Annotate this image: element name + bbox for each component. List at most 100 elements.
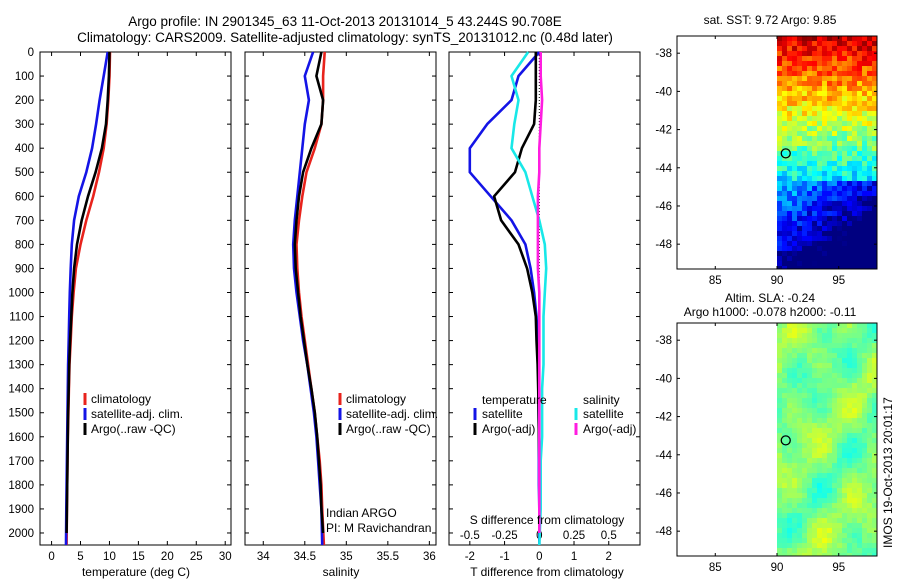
longitude-tick-label: 90 [771,275,784,287]
temperature-legend: climatology satellite-adj. clim. Argo(..… [83,392,183,436]
institution-note: Indian ARGO [326,506,397,520]
x-tick-label: 34 [257,551,270,563]
salinity-legend: climatology satellite-adj. clim. Argo(..… [326,392,438,535]
t-difference-axis-label: T difference from climatology [470,565,624,579]
depth-tick-label: 2000 [8,528,34,540]
depth-tick-label: 0 [28,47,34,59]
depth-tick-label: 1000 [8,287,34,299]
x-tick-label: -0.5 [460,530,480,542]
difference-x-ticks: -2 -1 0 1 2 [465,551,612,563]
pi-note: PI: M Ravichandran [326,521,431,535]
latitude-tick-label: -40 [655,373,672,385]
title-line-1: Argo profile: IN 2901345_63 11-Oct-2013 … [128,14,562,29]
sla-map-title-2: Argo h1000: -0.078 h2000: -0.11 [684,305,857,319]
legend-label-climatology: climatology [91,392,151,406]
x-tick-label: 10 [103,551,116,563]
tick-marks [40,51,640,545]
x-tick-label: 36 [423,551,436,563]
longitude-tick-label: 95 [832,562,845,574]
argo-float-marker [780,148,791,159]
latitude-tick-label: -38 [655,48,672,60]
depth-axis: 0 100 200 300 400 500 600 700 800 900 1000 1100 1200… [8,47,34,540]
depth-tick-label: 900 [15,263,34,275]
x-tick-label: -0.25 [491,530,517,542]
x-tick-label: 35 [340,551,353,563]
x-tick-label: 25 [190,551,203,563]
salinity-x-ticks: 34 34.5 35 35.5 36 [257,551,436,563]
latitude-tick-label: -46 [655,201,672,213]
depth-tick-label: 1400 [8,384,34,396]
x-tick-label: 0.5 [601,530,617,542]
salinity-difference-x-ticks: -0.5-0.2500.250.5 [460,530,617,542]
sst-map-title: sat. SST: 9.72 Argo: 9.85 [704,13,837,27]
depth-tick-label: 600 [15,191,34,203]
map-raster [777,36,878,270]
depth-tick-label: 1600 [8,432,34,444]
depth-tick-label: 1300 [8,360,34,372]
latitude-tick-label: -46 [655,488,672,500]
x-tick-label: 2 [606,551,612,563]
depth-tick-label: 1100 [9,312,34,324]
latitude-tick-label: -48 [655,239,672,251]
depth-tick-label: 400 [15,143,34,155]
sla-map: -38 -40 -42 -44 -46 -48 85 90 95 [655,322,878,574]
timestamp: IMOS 19-Oct-2013 20:01:17 [881,397,895,548]
series-line-difference-argo-adj [536,52,544,533]
legend-label-s-satellite: satellite [583,407,624,421]
depth-tick-label: 200 [15,95,34,107]
depth-tick-label: 1900 [8,504,34,516]
longitude-tick-label: 95 [832,275,845,287]
legend-label-t-satellite: satellite [482,407,523,421]
depth-tick-label: 100 [15,71,34,83]
s-difference-axis-label: S difference from climatology [470,513,625,527]
x-tick-label: -2 [465,551,475,563]
temperature-x-ticks: 0 5 10 15 20 25 30 [48,551,231,563]
latitude-tick-label: -44 [655,163,672,175]
x-tick-label: 0 [48,551,54,563]
difference-legend: temperature salinity satellite Argo(-adj… [473,393,636,436]
series-line-temperature-argo-raw-qc [65,51,111,534]
sst-map: -38 -40 -42 -44 -46 -48 85 90 95 [655,35,878,287]
legend-label-satellite: satellite-adj. clim. [91,407,183,421]
latitude-tick-label: -38 [655,335,672,347]
legend-label-satellite: satellite-adj. clim. [346,407,438,421]
depth-tick-label: 1800 [8,480,34,492]
longitude-tick-label: 85 [709,562,722,574]
legend-label-climatology: climatology [346,392,406,406]
longitude-tick-label: 90 [771,562,784,574]
argo-float-marker [780,435,791,446]
legend-label-argo: Argo(..raw -QC) [91,422,176,436]
x-tick-label: 1 [571,551,577,563]
legend-label-s-argo: Argo(-adj) [583,422,636,436]
x-tick-label: 5 [77,551,83,563]
latitude-tick-label: -42 [655,125,672,137]
x-tick-label: 0 [536,551,542,563]
map-raster [777,323,878,557]
depth-tick-label: 300 [15,119,34,131]
x-tick-label: 30 [219,551,232,563]
legend-title-temperature: temperature [482,393,547,407]
depth-tick-label: 500 [15,167,34,179]
salinity-axis-label: salinity [323,565,360,579]
latitude-tick-label: -42 [655,412,672,424]
depth-tick-label: 1200 [8,336,34,348]
legend-label-t-argo: Argo(-adj) [482,422,535,436]
series-line-difference-satellite [510,51,548,546]
latitude-tick-label: -40 [655,86,672,98]
x-tick-label: 20 [161,551,174,563]
latitude-tick-label: -44 [655,450,672,462]
profile-lines [64,51,548,546]
series-line-salinity-argo-raw-qc [293,51,325,534]
x-tick-label: 15 [132,551,145,563]
depth-tick-label: 700 [15,215,34,227]
x-tick-label: 34.5 [294,551,316,563]
depth-tick-label: 800 [15,239,34,251]
longitude-tick-label: 85 [709,275,722,287]
temperature-axis-label: temperature (deg C) [82,565,190,579]
depth-tick-label: 1700 [8,456,34,468]
legend-label-argo: Argo(..raw -QC) [346,422,431,436]
x-tick-label: 0.25 [563,530,585,542]
latitude-tick-label: -48 [655,526,672,538]
x-tick-label: -1 [499,551,509,563]
